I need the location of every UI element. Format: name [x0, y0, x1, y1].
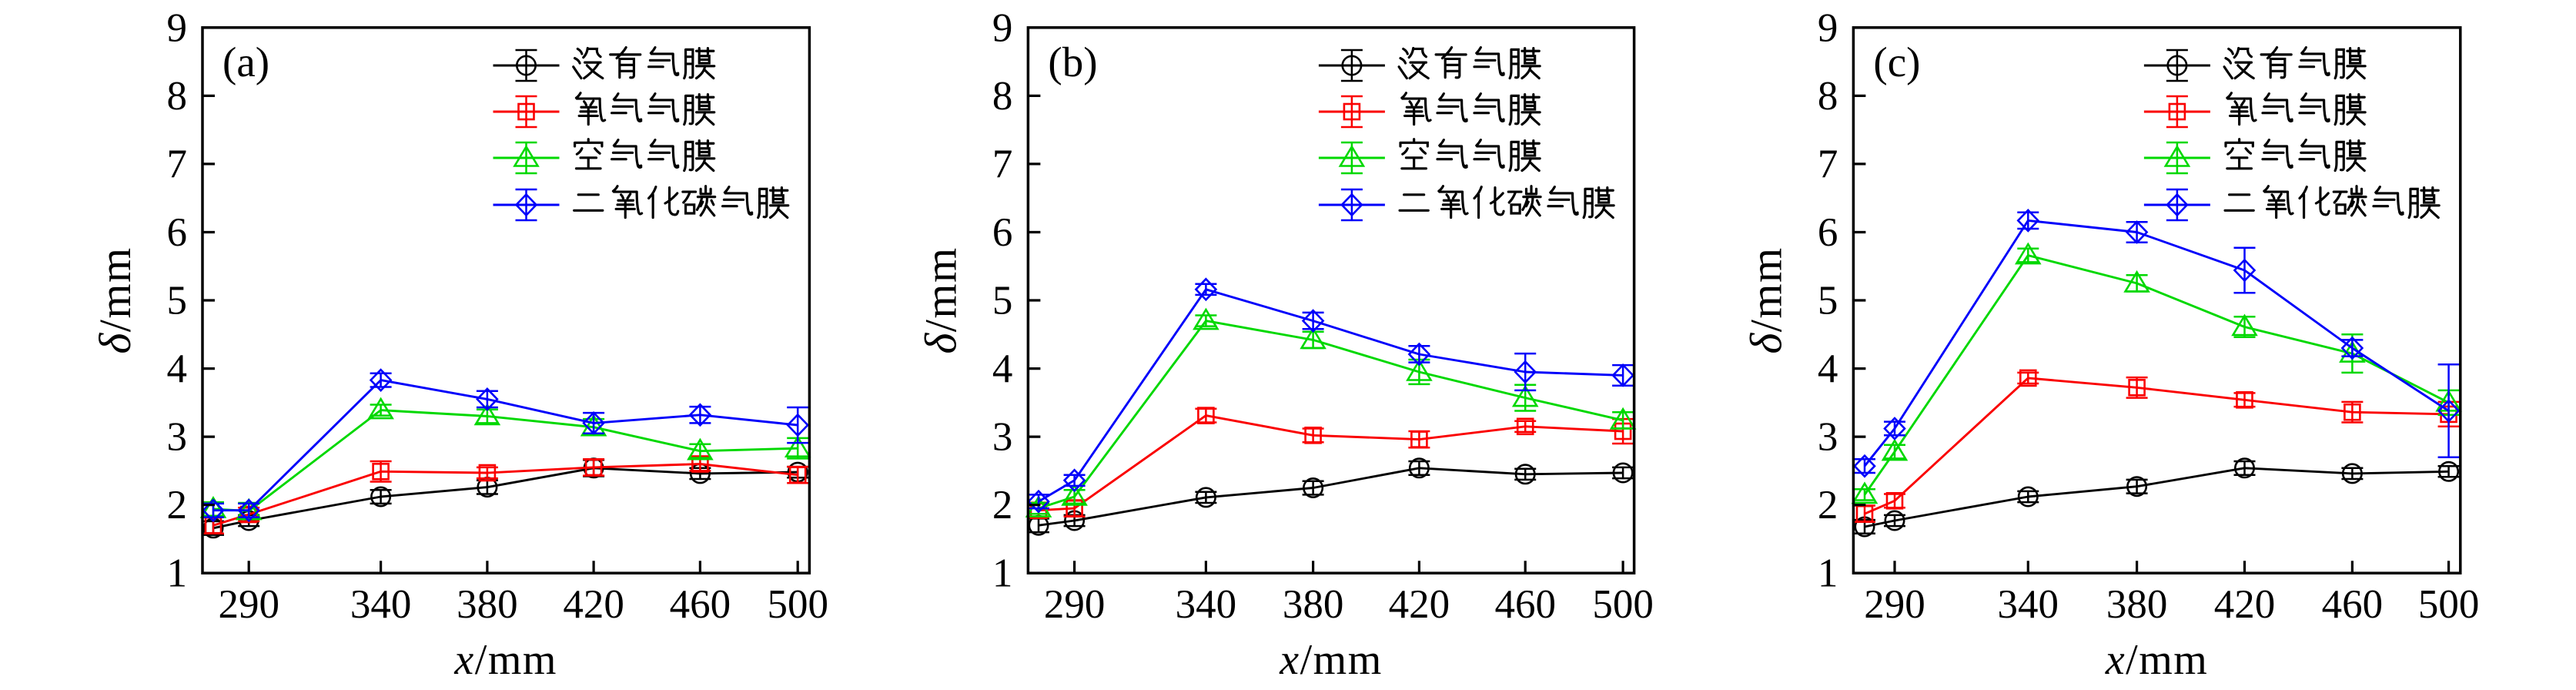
svg-text:2: 2: [1818, 483, 1838, 528]
svg-text:(c): (c): [1873, 39, 1920, 85]
svg-text:9: 9: [992, 5, 1013, 50]
svg-text:6: 6: [167, 210, 188, 255]
svg-text:7: 7: [1818, 142, 1838, 186]
svg-text:2: 2: [992, 483, 1013, 528]
svg-text:3: 3: [167, 415, 188, 460]
svg-text:δ/mm: δ/mm: [1741, 246, 1791, 353]
svg-text:1: 1: [992, 551, 1013, 596]
svg-text:x/mm: x/mm: [453, 636, 557, 684]
svg-text:6: 6: [992, 210, 1013, 255]
svg-text:380: 380: [457, 582, 518, 627]
svg-text:340: 340: [1176, 582, 1237, 627]
svg-text:7: 7: [167, 142, 188, 186]
svg-text:460: 460: [2322, 582, 2384, 627]
svg-text:500: 500: [1592, 582, 1654, 627]
svg-text:4: 4: [1818, 347, 1838, 391]
svg-text:4: 4: [167, 347, 188, 391]
svg-text:4: 4: [992, 347, 1013, 391]
svg-text:420: 420: [2214, 582, 2276, 627]
svg-text:9: 9: [167, 5, 188, 50]
svg-text:3: 3: [992, 415, 1013, 460]
svg-text:460: 460: [1494, 582, 1556, 627]
svg-text:500: 500: [767, 582, 828, 627]
svg-text:290: 290: [1044, 582, 1106, 627]
svg-text:380: 380: [1283, 582, 1344, 627]
svg-text:x/mm: x/mm: [2105, 636, 2209, 684]
svg-text:1: 1: [1818, 551, 1838, 596]
svg-text:1: 1: [167, 551, 188, 596]
svg-text:460: 460: [670, 582, 731, 627]
svg-text:8: 8: [167, 74, 188, 119]
svg-text:2: 2: [167, 483, 188, 528]
svg-text:420: 420: [1389, 582, 1450, 627]
svg-text:500: 500: [2418, 582, 2480, 627]
svg-text:380: 380: [2106, 582, 2168, 627]
svg-text:420: 420: [563, 582, 624, 627]
svg-text:9: 9: [1818, 5, 1838, 50]
svg-text:340: 340: [1998, 582, 2059, 627]
svg-text:290: 290: [218, 582, 279, 627]
svg-text:(b): (b): [1048, 39, 1097, 85]
svg-text:5: 5: [992, 279, 1013, 323]
svg-text:δ/mm: δ/mm: [915, 246, 965, 353]
svg-text:8: 8: [992, 74, 1013, 119]
svg-text:δ/mm: δ/mm: [90, 246, 140, 353]
svg-text:6: 6: [1818, 210, 1838, 255]
svg-text:290: 290: [1864, 582, 1925, 627]
svg-text:8: 8: [1818, 74, 1838, 119]
svg-text:340: 340: [350, 582, 412, 627]
svg-text:x/mm: x/mm: [1279, 636, 1383, 684]
svg-text:5: 5: [1818, 279, 1838, 323]
svg-text:3: 3: [1818, 415, 1838, 460]
svg-text:7: 7: [992, 142, 1013, 186]
svg-text:5: 5: [167, 279, 188, 323]
svg-text:(a): (a): [222, 39, 269, 85]
